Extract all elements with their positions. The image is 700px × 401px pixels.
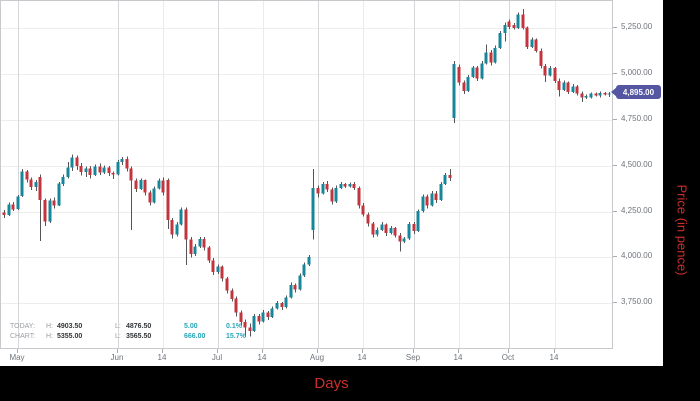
x-tick-label: 14 bbox=[549, 353, 559, 362]
y-tick-mark bbox=[613, 302, 617, 303]
chart-high-value: 5355.00 bbox=[57, 333, 83, 340]
x-tick-mark bbox=[458, 349, 459, 353]
y-tick-label: 4,250.00 bbox=[621, 206, 653, 215]
today-low-label: L: bbox=[115, 323, 121, 330]
y-tick-label: 4,750.00 bbox=[621, 114, 653, 123]
x-tick-label: May bbox=[9, 353, 25, 362]
y-tick-label: 5,250.00 bbox=[621, 22, 653, 31]
plot-area[interactable] bbox=[0, 0, 613, 349]
x-tick-label: 14 bbox=[453, 353, 463, 362]
y-tick-mark bbox=[613, 256, 617, 257]
y-tick-label: 4,500.00 bbox=[621, 160, 653, 169]
last-price-value: 4,895.00 bbox=[622, 87, 655, 97]
today-high-value: 4903.50 bbox=[57, 323, 83, 330]
chart-change-pct: 15.7% bbox=[226, 333, 246, 340]
today-change-pct: 0.1% bbox=[226, 323, 242, 330]
x-tick-label: 14 bbox=[357, 353, 367, 362]
x-axis: May Jun 14 Jul 14 Aug 14 Sep 14 Oct 14 bbox=[0, 349, 663, 366]
x-tick-mark bbox=[554, 349, 555, 353]
today-low-value: 4876.50 bbox=[126, 323, 152, 330]
y-tick-mark bbox=[613, 211, 617, 212]
today-high-label: H: bbox=[46, 323, 53, 330]
x-tick-mark bbox=[317, 349, 318, 353]
x-tick-mark bbox=[262, 349, 263, 353]
chart-change-value: 666.00 bbox=[184, 333, 206, 340]
x-tick-mark bbox=[117, 349, 118, 353]
chart-low-value: 3565.50 bbox=[126, 333, 152, 340]
chart-high-label: H: bbox=[46, 333, 53, 340]
y-axis: 4,895.00 5,250.00 5,000.00 4,750.00 4,500.0… bbox=[611, 0, 663, 349]
candlestick-plot[interactable] bbox=[1, 1, 612, 348]
x-tick-label: Jul bbox=[211, 353, 223, 362]
y-tick-mark bbox=[613, 73, 617, 74]
x-tick-label: Aug bbox=[309, 353, 325, 362]
y-axis-title-band: Price (in pence) bbox=[663, 0, 700, 401]
y-tick-mark bbox=[613, 165, 617, 166]
chart-label: CHART: bbox=[10, 333, 36, 340]
today-label: TODAY: bbox=[10, 323, 36, 330]
stats-row-today: TODAY: H: 4903.50 L: 4876.50 5.00 0.1% bbox=[10, 322, 262, 332]
x-tick-mark bbox=[413, 349, 414, 353]
x-tick-mark bbox=[162, 349, 163, 353]
x-tick-label: 14 bbox=[257, 353, 267, 362]
x-tick-mark bbox=[508, 349, 509, 353]
x-tick-label: Sep bbox=[405, 353, 421, 362]
stats-row-chart: CHART: H: 5355.00 L: 3565.50 666.00 15.7… bbox=[10, 332, 262, 342]
x-tick-label: Jun bbox=[110, 353, 124, 362]
y-tick-mark bbox=[613, 27, 617, 28]
y-tick-mark bbox=[613, 119, 617, 120]
price-tag-arrow-icon bbox=[611, 87, 617, 97]
y-tick-label: 3,750.00 bbox=[621, 297, 653, 306]
last-price-tag: 4,895.00 bbox=[611, 85, 661, 99]
y-axis-title: Price (in pence) bbox=[674, 184, 689, 276]
x-tick-mark bbox=[217, 349, 218, 353]
x-axis-title: Days bbox=[314, 375, 349, 392]
today-change-value: 5.00 bbox=[184, 323, 198, 330]
x-tick-mark bbox=[362, 349, 363, 353]
y-tick-label: 5,000.00 bbox=[621, 68, 653, 77]
x-axis-title-band: Days bbox=[0, 366, 663, 401]
y-tick-label: 4,000.00 bbox=[621, 251, 653, 260]
x-tick-label: 14 bbox=[157, 353, 167, 362]
chart-low-label: L: bbox=[115, 333, 121, 340]
stats-panel: TODAY: H: 4903.50 L: 4876.50 5.00 0.1% C… bbox=[10, 322, 262, 342]
x-tick-label: Oct bbox=[501, 353, 515, 362]
x-tick-mark bbox=[17, 349, 18, 353]
